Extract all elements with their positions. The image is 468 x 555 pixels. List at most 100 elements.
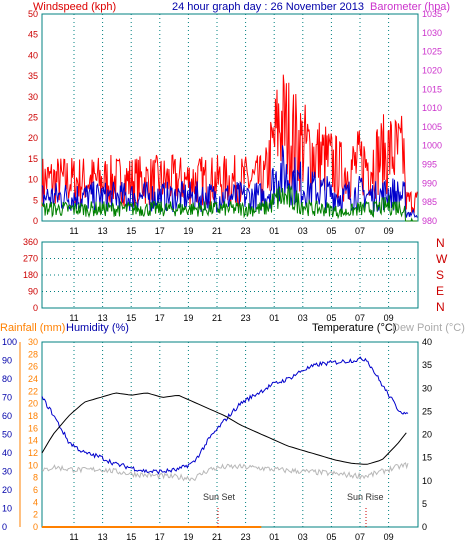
rainfall-tick-label: 16 (28, 423, 38, 433)
x-tick-label: 23 (241, 313, 251, 323)
windspeed-tick-label: 35 (28, 71, 38, 81)
rainfall-tick-label: 22 (28, 386, 38, 396)
x-tick-label: 09 (384, 313, 394, 323)
windspeed-tick-label: 50 (28, 9, 38, 19)
x-tick-label: 01 (269, 226, 279, 236)
windspeed-tick-label: 30 (28, 92, 38, 102)
series-layer (41, 74, 418, 528)
barometer-tick-label: 1025 (422, 47, 442, 57)
x-tick-label: 09 (384, 532, 394, 542)
rainfall-tick-label: 0 (33, 522, 38, 532)
x-tick-label: 15 (126, 313, 136, 323)
direction-tick-label: 270 (23, 254, 38, 264)
windspeed-tick-label: 5 (33, 195, 38, 205)
rainfall-tick-label: 4 (33, 497, 38, 507)
barometer-tick-label: 1015 (422, 84, 442, 94)
barometer-tick-label: 985 (422, 197, 437, 207)
x-tick-label: 03 (298, 532, 308, 542)
temperature-tick-label: 35 (422, 360, 432, 370)
compass-label: S (436, 268, 444, 282)
temperature-tick-label: 40 (422, 337, 432, 347)
humidity-series-line (41, 356, 409, 475)
windspeed-tick-label: 10 (28, 175, 38, 185)
humidity-tick-label: 0 (2, 522, 7, 532)
x-tick-label: 19 (183, 226, 193, 236)
direction-tick-label: 0 (33, 303, 38, 313)
x-tick-label: 05 (326, 313, 336, 323)
x-tick-label: 21 (212, 226, 222, 236)
x-tick-label: 05 (326, 532, 336, 542)
rainfall-tick-label: 12 (28, 448, 38, 458)
rainfall-tick-label: 10 (28, 460, 38, 470)
rainfall-axis-label: Rainfall (mm) (0, 322, 65, 334)
x-tick-label: 15 (126, 226, 136, 236)
direction-tick-label: 360 (23, 237, 38, 247)
x-tick-label: 11 (69, 313, 78, 323)
rainfall-tick-label: 6 (33, 485, 38, 495)
temperature-tick-label: 10 (422, 476, 432, 486)
humidity-tick-label: 90 (2, 356, 12, 366)
windspeed-tick-label: 40 (28, 50, 38, 60)
humidity-tick-label: 30 (2, 467, 12, 477)
barometer-tick-label: 1030 (422, 28, 442, 38)
rainfall-tick-label: 2 (33, 510, 38, 520)
humidity-tick-label: 100 (2, 337, 17, 347)
x-tick-label: 23 (241, 532, 251, 542)
average-wind-series-line (41, 145, 418, 218)
humidity-tick-label: 70 (2, 393, 12, 403)
windspeed-tick-label: 25 (28, 113, 38, 123)
barometer-tick-label: 1035 (422, 9, 442, 19)
x-tick-label: 19 (183, 532, 193, 542)
windspeed-tick-label: 20 (28, 133, 38, 143)
compass-label: N (436, 236, 445, 250)
x-tick-label: 15 (126, 532, 136, 542)
temperature-tick-label: 0 (422, 522, 427, 532)
sunset-label: Sun Set (203, 492, 236, 502)
rainfall-tick-label: 28 (28, 349, 38, 359)
windspeed-axis-label: Windspeed (kph) (33, 1, 116, 13)
x-tick-label: 05 (326, 226, 336, 236)
x-tick-label: 07 (355, 313, 365, 323)
windspeed-tick-label: 15 (28, 154, 38, 164)
windspeed-tick-label: 45 (28, 30, 38, 40)
x-tick-label: 07 (355, 532, 365, 542)
direction-tick-label: 90 (28, 287, 38, 297)
x-tick-label: 03 (298, 226, 308, 236)
x-tick-label: 13 (98, 226, 108, 236)
x-tick-label: 21 (212, 313, 222, 323)
sunrise-label: Sun Rise (347, 492, 384, 502)
x-tick-label: 21 (212, 532, 222, 542)
x-tick-label: 03 (298, 313, 308, 323)
x-tick-label: 13 (98, 313, 108, 323)
humidity-tick-label: 20 (2, 485, 12, 495)
temperature-axis-label: Temperature (°C) (312, 322, 396, 334)
barometer-tick-label: 980 (422, 216, 437, 226)
x-tick-label: 17 (155, 532, 165, 542)
graph-title: 24 hour graph day : 26 November 2013 (172, 1, 364, 13)
barometer-tick-label: 1020 (422, 65, 442, 75)
windspeed-tick-label: 0 (33, 216, 38, 226)
temperature-tick-label: 25 (422, 406, 432, 416)
rainfall-tick-label: 20 (28, 399, 38, 409)
barometer-axis-label: Barometer (hpa) (370, 1, 450, 13)
wind-speed-series-line (41, 184, 418, 222)
barometer-tick-label: 1005 (422, 122, 442, 132)
compass-label: W (436, 252, 448, 266)
x-tick-label: 11 (69, 226, 78, 236)
barometer-tick-label: 1000 (422, 141, 442, 151)
gust-series-line (41, 74, 418, 214)
rainfall-tick-label: 30 (28, 337, 38, 347)
x-tick-label: 01 (269, 313, 279, 323)
humidity-tick-label: 10 (2, 504, 12, 514)
rainfall-tick-label: 18 (28, 411, 38, 421)
barometer-tick-label: 1010 (422, 103, 442, 113)
humidity-tick-label: 80 (2, 374, 12, 384)
direction-tick-label: 180 (23, 270, 38, 280)
temperature-tick-label: 30 (422, 383, 432, 393)
humidity-axis-label: Humidity (%) (66, 322, 129, 334)
wind-panel-frame (41, 13, 419, 222)
dewpoint-axis-label: Dew Point (°C) (392, 322, 465, 334)
x-tick-label: 17 (155, 313, 165, 323)
